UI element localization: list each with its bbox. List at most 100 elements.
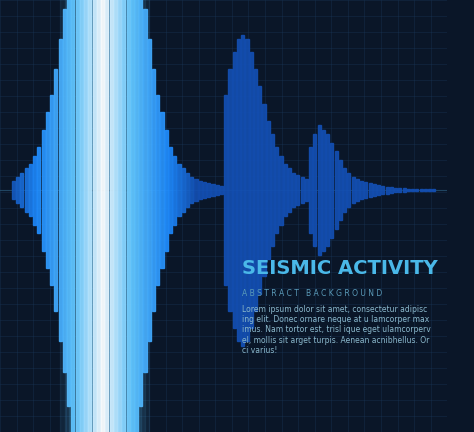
Bar <box>114 0 117 432</box>
Bar <box>190 177 193 203</box>
Bar <box>103 0 128 432</box>
Bar <box>42 130 45 251</box>
Bar <box>122 0 126 432</box>
Bar <box>161 112 164 268</box>
Bar <box>105 0 109 432</box>
Bar <box>80 0 83 432</box>
Bar <box>173 156 176 225</box>
Bar <box>152 69 155 311</box>
Bar <box>246 39 248 341</box>
Bar <box>144 9 146 372</box>
Bar <box>194 179 198 201</box>
Bar <box>275 147 278 233</box>
Bar <box>60 0 85 432</box>
Bar <box>50 95 53 285</box>
Bar <box>169 147 172 233</box>
Bar <box>12 181 15 199</box>
Bar <box>424 189 427 191</box>
Bar <box>279 156 283 225</box>
Bar <box>139 0 142 406</box>
Bar <box>241 35 244 346</box>
Bar <box>73 0 98 432</box>
Bar <box>29 164 32 216</box>
Bar <box>313 134 317 246</box>
Bar <box>75 0 79 432</box>
Bar <box>360 181 363 199</box>
Bar <box>365 182 367 198</box>
Bar <box>71 0 74 432</box>
Bar <box>335 151 337 229</box>
Bar <box>305 179 308 201</box>
Bar <box>37 147 40 233</box>
Bar <box>86 0 111 432</box>
Bar <box>271 134 274 246</box>
Bar <box>381 186 384 194</box>
Bar <box>84 0 87 432</box>
Bar <box>228 69 232 311</box>
Bar <box>97 0 100 432</box>
Bar <box>343 168 346 212</box>
Bar <box>199 181 202 199</box>
Bar <box>177 164 181 216</box>
Bar <box>398 188 401 192</box>
Text: SEISMIC ACTIVITY: SEISMIC ACTIVITY <box>242 259 437 278</box>
Bar <box>411 189 414 191</box>
Bar <box>109 0 113 432</box>
Bar <box>55 69 57 311</box>
Text: Lorem ipsum dolor sit amet, consectetur adipisc
ing elit. Donec ornare neque at : Lorem ipsum dolor sit amet, consectetur … <box>242 305 430 355</box>
Bar <box>88 0 91 432</box>
Bar <box>118 0 121 432</box>
Bar <box>99 0 124 432</box>
Bar <box>59 39 62 341</box>
Bar <box>224 95 228 285</box>
Bar <box>111 0 137 432</box>
Bar <box>67 0 70 406</box>
Bar <box>120 0 145 432</box>
Bar <box>385 187 389 194</box>
Bar <box>20 173 24 207</box>
Bar <box>309 147 312 233</box>
Bar <box>148 39 151 341</box>
Bar <box>428 189 431 191</box>
Bar <box>82 0 107 432</box>
Bar <box>318 125 321 255</box>
Bar <box>135 0 138 432</box>
Bar <box>77 0 102 432</box>
Bar <box>33 156 36 225</box>
Bar <box>250 52 253 328</box>
Bar <box>254 69 257 311</box>
Bar <box>356 179 359 201</box>
Bar <box>390 187 393 193</box>
Bar <box>182 168 185 212</box>
Bar <box>326 134 329 246</box>
Bar <box>394 188 397 192</box>
Bar <box>369 183 372 197</box>
Bar <box>211 184 215 196</box>
Bar <box>377 185 380 195</box>
Bar <box>94 0 119 432</box>
Bar <box>292 173 295 207</box>
Bar <box>107 0 132 432</box>
Bar <box>373 184 376 196</box>
Bar <box>16 177 19 203</box>
Bar <box>283 164 287 216</box>
Bar <box>330 143 334 238</box>
Bar <box>432 189 436 191</box>
Bar <box>165 130 168 251</box>
Bar <box>131 0 134 432</box>
Bar <box>288 168 291 212</box>
Bar <box>90 0 115 432</box>
Bar <box>186 173 189 207</box>
Bar <box>267 121 270 259</box>
Bar <box>296 175 300 205</box>
Bar <box>263 104 265 276</box>
Bar <box>415 189 419 191</box>
Bar <box>127 0 129 432</box>
Bar <box>63 9 66 372</box>
Bar <box>207 183 210 197</box>
Bar <box>322 130 325 251</box>
Bar <box>407 189 410 191</box>
Bar <box>233 52 236 328</box>
Bar <box>124 0 149 432</box>
Bar <box>352 177 355 203</box>
